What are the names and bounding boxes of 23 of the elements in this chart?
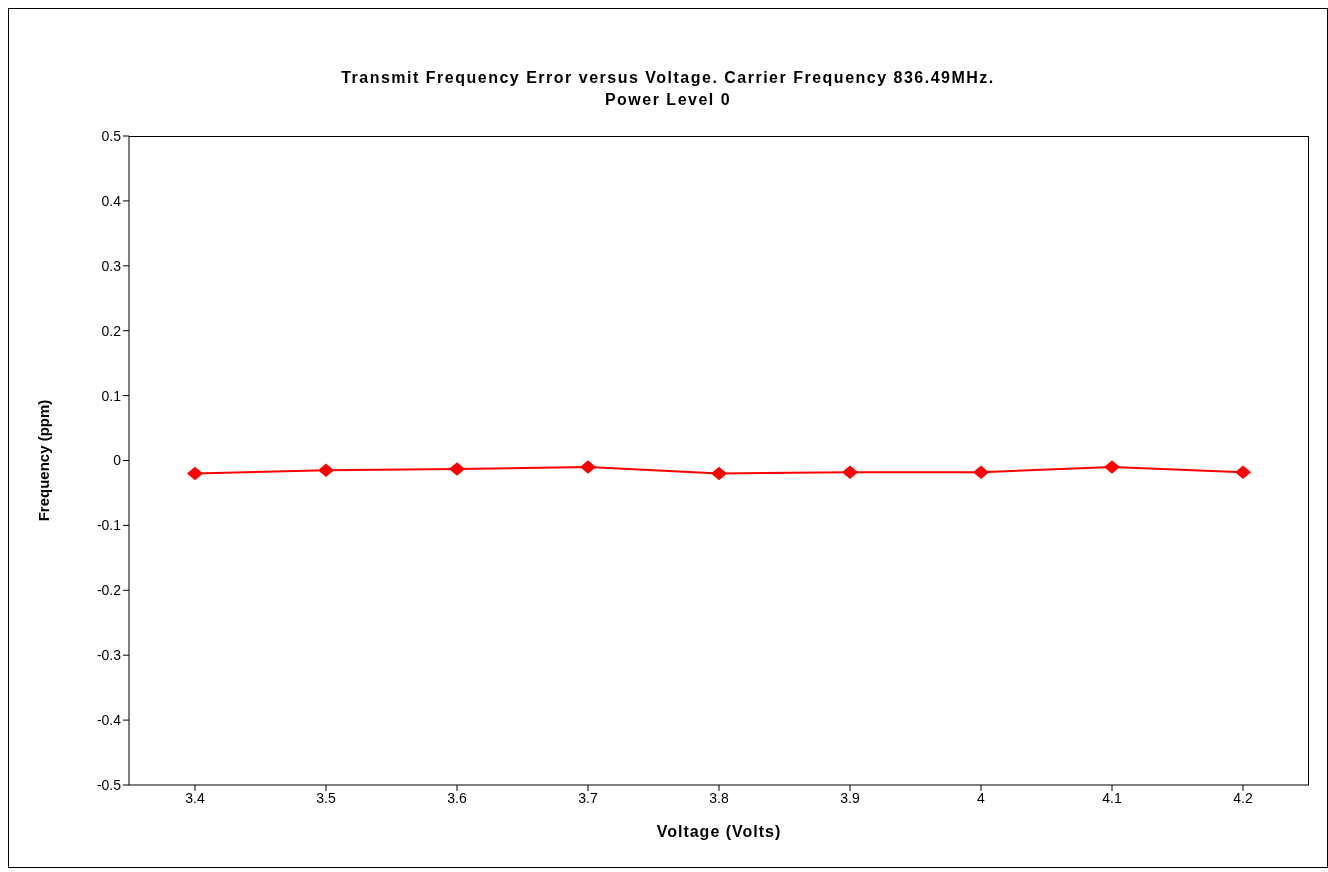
y-tick-label: 0.2: [101, 322, 122, 339]
x-tick-label: 3.6: [447, 789, 467, 806]
x-tick-label: 3.9: [840, 789, 860, 806]
chart-title: Transmit Frequency Error versus Voltage. Carrier Frequency 836.49MHz. Power Level 0: [340, 68, 996, 110]
y-tick-label: -0.3: [96, 647, 122, 664]
x-tick-label: 3.8: [709, 789, 729, 806]
x-axis-title: Voltage (Volts): [656, 823, 782, 840]
x-tick-label: 3.5: [316, 789, 336, 806]
y-tick-label: 0.3: [101, 257, 122, 274]
y-tick-label: 0.4: [101, 192, 122, 209]
y-tick-label: 0: [113, 452, 122, 469]
x-tick-label: 4.2: [1233, 789, 1253, 806]
y-tick-label: -0.4: [96, 712, 122, 729]
y-tick-label: -0.5: [96, 776, 122, 793]
x-tick-label: 3.7: [578, 789, 598, 806]
y-tick-label: 0.1: [101, 387, 122, 404]
y-axis-title: Frequency (ppm): [35, 399, 53, 522]
y-tick-label: -0.1: [96, 517, 122, 534]
x-tick-label: 4.1: [1102, 789, 1122, 806]
y-tick-label: -0.2: [96, 582, 122, 599]
y-tick-label: 0.5: [101, 127, 122, 144]
x-tick-label: 4: [977, 789, 986, 806]
x-tick-label: 3.4: [185, 789, 205, 806]
